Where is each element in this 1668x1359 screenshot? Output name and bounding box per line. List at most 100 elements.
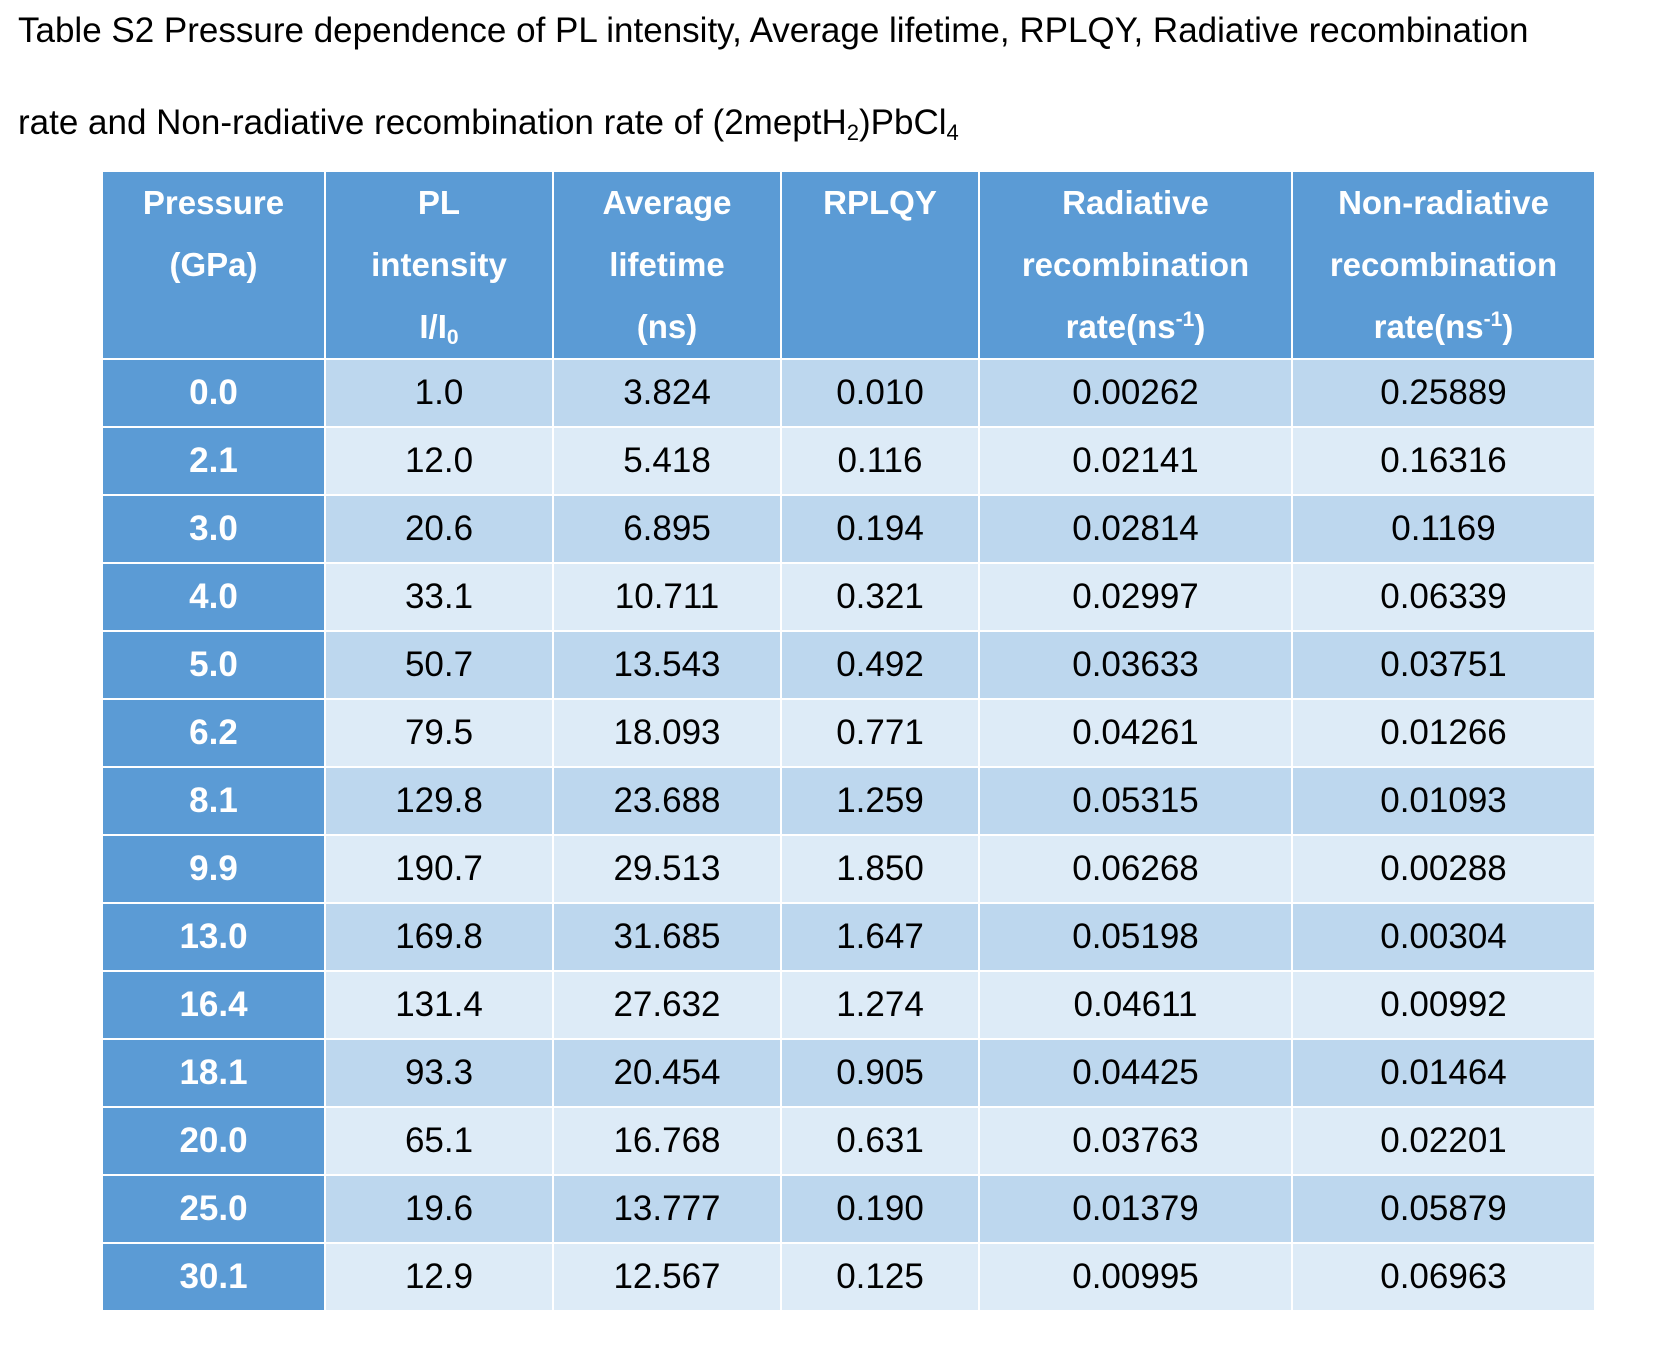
rplqy-cell: 0.631 bbox=[780, 1106, 980, 1176]
header-line: lifetime bbox=[609, 246, 725, 283]
nonradiative-rate-cell: 0.06339 bbox=[1291, 562, 1596, 632]
nonradiative-rate-cell: 0.01266 bbox=[1291, 698, 1596, 768]
table-body: 0.0 1.0 3.824 0.010 0.00262 0.25889 2.1 12.0 5.4… bbox=[101, 358, 1596, 1312]
pressure-cell: 20.0 bbox=[101, 1106, 326, 1176]
header-line: intensity bbox=[371, 246, 507, 283]
header-text: ) bbox=[1194, 308, 1206, 345]
pressure-cell: 18.1 bbox=[101, 1038, 326, 1108]
rplqy-cell: 0.905 bbox=[780, 1038, 980, 1108]
header-nonradiative-rate: Non-radiative recombination rate(ns-1) bbox=[1291, 170, 1596, 360]
pressure-cell: 0.0 bbox=[101, 358, 326, 428]
average-lifetime-cell: 31.685 bbox=[552, 902, 782, 972]
pl-intensity-cell: 169.8 bbox=[324, 902, 554, 972]
radiative-rate-cell: 0.04425 bbox=[978, 1038, 1293, 1108]
nonradiative-rate-cell: 0.25889 bbox=[1291, 358, 1596, 428]
nonradiative-rate-cell: 0.03751 bbox=[1291, 630, 1596, 700]
pressure-cell: 8.1 bbox=[101, 766, 326, 836]
rplqy-cell: 1.274 bbox=[780, 970, 980, 1040]
header-text: rate(ns bbox=[1065, 308, 1176, 345]
radiative-rate-cell: 0.02814 bbox=[978, 494, 1293, 564]
table-row: 3.0 20.6 6.895 0.194 0.02814 0.1169 bbox=[101, 494, 1596, 564]
table-row: 4.0 33.1 10.711 0.321 0.02997 0.06339 bbox=[101, 562, 1596, 632]
average-lifetime-cell: 6.895 bbox=[552, 494, 782, 564]
header-line: PL bbox=[417, 184, 461, 221]
header-text: rate(ns bbox=[1373, 308, 1484, 345]
pl-intensity-cell: 65.1 bbox=[324, 1106, 554, 1176]
pressure-cell: 5.0 bbox=[101, 630, 326, 700]
pl-intensity-cell: 50.7 bbox=[324, 630, 554, 700]
radiative-rate-cell: 0.03633 bbox=[978, 630, 1293, 700]
radiative-rate-cell: 0.00995 bbox=[978, 1242, 1293, 1312]
radiative-rate-cell: 0.05198 bbox=[978, 902, 1293, 972]
nonradiative-rate-cell: 0.06963 bbox=[1291, 1242, 1596, 1312]
header-line: (GPa) bbox=[169, 246, 258, 283]
average-lifetime-cell: 3.824 bbox=[552, 358, 782, 428]
header-line: Pressure bbox=[142, 184, 285, 221]
nonradiative-rate-cell: 0.02201 bbox=[1291, 1106, 1596, 1176]
header-superscript: -1 bbox=[1483, 308, 1503, 331]
average-lifetime-cell: 27.632 bbox=[552, 970, 782, 1040]
rplqy-cell: 0.321 bbox=[780, 562, 980, 632]
header-line: rate(ns-1) bbox=[980, 296, 1291, 358]
radiative-rate-cell: 0.00262 bbox=[978, 358, 1293, 428]
average-lifetime-cell: 18.093 bbox=[552, 698, 782, 768]
table-row: 16.4 131.4 27.632 1.274 0.04611 0.00992 bbox=[101, 970, 1596, 1040]
table-row: 2.1 12.0 5.418 0.116 0.02141 0.16316 bbox=[101, 426, 1596, 496]
radiative-rate-cell: 0.06268 bbox=[978, 834, 1293, 904]
pl-intensity-cell: 20.6 bbox=[324, 494, 554, 564]
header-text: I/I bbox=[419, 308, 447, 345]
table-row: 5.0 50.7 13.543 0.492 0.03633 0.03751 bbox=[101, 630, 1596, 700]
pl-intensity-cell: 93.3 bbox=[324, 1038, 554, 1108]
header-line: RPLQY bbox=[823, 184, 937, 221]
rplqy-cell: 0.492 bbox=[780, 630, 980, 700]
pl-intensity-cell: 190.7 bbox=[324, 834, 554, 904]
rplqy-cell: 0.190 bbox=[780, 1174, 980, 1244]
table-row: 20.0 65.1 16.768 0.631 0.03763 0.02201 bbox=[101, 1106, 1596, 1176]
average-lifetime-cell: 13.777 bbox=[552, 1174, 782, 1244]
caption-text: )PbCl bbox=[859, 103, 947, 142]
table-row: 9.9 190.7 29.513 1.850 0.06268 0.00288 bbox=[101, 834, 1596, 904]
pressure-cell: 4.0 bbox=[101, 562, 326, 632]
pl-intensity-cell: 1.0 bbox=[324, 358, 554, 428]
radiative-rate-cell: 0.02997 bbox=[978, 562, 1293, 632]
radiative-rate-cell: 0.01379 bbox=[978, 1174, 1293, 1244]
pl-intensity-cell: 131.4 bbox=[324, 970, 554, 1040]
nonradiative-rate-cell: 0.00304 bbox=[1291, 902, 1596, 972]
caption-text: rate and Non-radiative recombination rat… bbox=[18, 103, 847, 142]
average-lifetime-cell: 13.543 bbox=[552, 630, 782, 700]
table-row: 0.0 1.0 3.824 0.010 0.00262 0.25889 bbox=[101, 358, 1596, 428]
header-pressure: Pressure (GPa) bbox=[101, 170, 326, 360]
average-lifetime-cell: 23.688 bbox=[552, 766, 782, 836]
header-row: Pressure (GPa) PL intensity I/I0 Average… bbox=[101, 170, 1596, 360]
nonradiative-rate-cell: 0.16316 bbox=[1291, 426, 1596, 496]
pressure-cell: 3.0 bbox=[101, 494, 326, 564]
caption-subscript: 2 bbox=[846, 120, 860, 145]
rplqy-cell: 1.259 bbox=[780, 766, 980, 836]
header-line: Radiative bbox=[1062, 184, 1209, 221]
radiative-rate-cell: 0.05315 bbox=[978, 766, 1293, 836]
header-line: (ns) bbox=[636, 308, 698, 345]
radiative-rate-cell: 0.04261 bbox=[978, 698, 1293, 768]
average-lifetime-cell: 10.711 bbox=[552, 562, 782, 632]
nonradiative-rate-cell: 0.1169 bbox=[1291, 494, 1596, 564]
nonradiative-rate-cell: 0.05879 bbox=[1291, 1174, 1596, 1244]
pressure-cell: 13.0 bbox=[101, 902, 326, 972]
nonradiative-rate-cell: 0.00288 bbox=[1291, 834, 1596, 904]
rplqy-cell: 0.116 bbox=[780, 426, 980, 496]
header-rplqy: RPLQY bbox=[780, 170, 980, 360]
pl-intensity-cell: 19.6 bbox=[324, 1174, 554, 1244]
header-pl-intensity: PL intensity I/I0 bbox=[324, 170, 554, 360]
header-line: Average bbox=[602, 184, 732, 221]
table-row: 6.2 79.5 18.093 0.771 0.04261 0.01266 bbox=[101, 698, 1596, 768]
header-line: I/I0 bbox=[326, 296, 552, 358]
table-row: 13.0 169.8 31.685 1.647 0.05198 0.00304 bbox=[101, 902, 1596, 972]
pressure-cell: 25.0 bbox=[101, 1174, 326, 1244]
average-lifetime-cell: 12.567 bbox=[552, 1242, 782, 1312]
pl-intensity-cell: 33.1 bbox=[324, 562, 554, 632]
header-line: Non-radiative bbox=[1338, 184, 1549, 221]
rplqy-cell: 1.647 bbox=[780, 902, 980, 972]
data-table: Pressure (GPa) PL intensity I/I0 Average… bbox=[101, 170, 1596, 1312]
header-text: ) bbox=[1502, 308, 1514, 345]
radiative-rate-cell: 0.02141 bbox=[978, 426, 1293, 496]
header-radiative-rate: Radiative recombination rate(ns-1) bbox=[978, 170, 1293, 360]
